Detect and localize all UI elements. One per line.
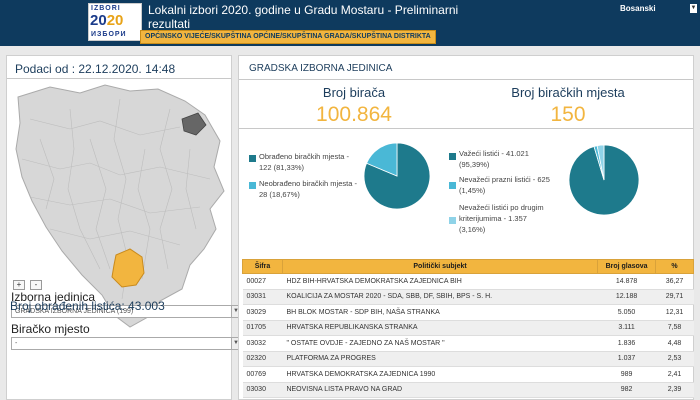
cell-party: HRVATSKA DEMOKRATSKA ZAJEDNICA 1990 (282, 366, 598, 383)
table-row[interactable]: 00769 HRVATSKA DEMOKRATSKA ZAJEDNICA 1990… (242, 366, 694, 383)
col-party[interactable]: Politički subjekt (281, 259, 599, 274)
logo-year: 2020 (90, 12, 124, 29)
col-votes[interactable]: Broj glasova (597, 259, 657, 274)
voters-label: Broj birača (322, 85, 386, 100)
cell-party: NEOVISNA LISTA PRAVO NA GRAD (282, 382, 598, 398)
col-percent[interactable]: % (655, 259, 694, 274)
table-row[interactable]: 01705 HRVATSKA REPUBLIKANSKA STRANKA 3.111… (242, 320, 694, 336)
chevron-down-icon[interactable]: ▼ (231, 306, 240, 317)
legend-invalid-other: Nevažeći listići po drugim kriterijumima … (459, 203, 544, 234)
electoral-unit-select[interactable]: GRADSKA IZBORNA JEDINICA (199) ▼ (11, 305, 241, 318)
electoral-unit-label: Izborna jedinica (11, 290, 96, 304)
pie-slice (366, 143, 398, 177)
legend-unprocessed: Neobrađeno biračkih mjesta -28 (18,67%) (259, 179, 357, 199)
table-row[interactable]: 03030 NEOVISNA LISTA PRAVO NA GRAD 982 2,39 (242, 382, 694, 398)
legend-swatch (449, 153, 456, 160)
nav-tab-municipal-council[interactable]: OPĆINSKO VIJEĆE/SKUPŠTINA OPĆINE/SKUPŠTI… (140, 30, 436, 44)
stations-label: Broj biračkih mjesta (511, 85, 625, 100)
chevron-down-icon[interactable]: ▼ (690, 4, 697, 13)
cell-code: 02320 (242, 351, 283, 367)
bih-map[interactable] (10, 79, 230, 331)
cell-party: BH BLOK MOSTAR - SDP BIH, NAŠA STRANKA (282, 304, 598, 321)
electoral-unit-value: GRADSKA IZBORNA JEDINICA (199) (15, 308, 134, 315)
table-row[interactable]: 03031 KOALICIJA ZA MOSTAR 2020 - SDA, SBB… (242, 289, 694, 305)
polling-station-label: Biračko mjesto (11, 322, 90, 336)
zoom-in-button[interactable]: + (13, 280, 25, 290)
page-title: Lokalni izbori 2020. godine u Gradu Most… (148, 3, 459, 31)
logo-text-bottom: ИЗБОРИ (91, 31, 127, 38)
cell-code: 03029 (242, 304, 283, 321)
polling-station-select[interactable]: - ▼ (11, 337, 241, 350)
divider (239, 79, 693, 80)
table-body: 00027 HDZ BIH-HRVATSKA DEMOKRATSKA ZAJEDN… (242, 273, 694, 398)
cell-code: 00769 (242, 366, 283, 383)
cell-percent: 7,58 (655, 320, 694, 336)
stations-value: 150 (550, 103, 586, 126)
unit-title: GRADSKA IZBORNA JEDINICA (249, 63, 393, 74)
cell-votes: 989 (597, 366, 656, 383)
cell-percent: 2,41 (655, 366, 694, 383)
map-region-dark (181, 112, 207, 136)
map-region-outline (15, 84, 225, 328)
divider (7, 78, 231, 79)
legend-swatch (449, 217, 456, 224)
cell-votes: 1.836 (597, 335, 656, 352)
cell-votes: 12.188 (597, 289, 656, 305)
cell-percent: 29,71 (655, 289, 694, 305)
legend-valid: Važeći listići - 41.021 (95,39%) (459, 149, 529, 169)
processed-ballots: Broj obrađenih listića: 43.003 (10, 299, 165, 313)
cell-percent: 12,31 (655, 304, 694, 321)
divider (239, 128, 693, 129)
map-boundaries (21, 98, 211, 300)
map-region-mostar (111, 248, 145, 288)
top-bar: IZBORI 2020 ИЗБОРИ Lokalni izbori 2020. … (0, 0, 700, 46)
results-table: Šifra Politički subjekt Broj glasova % 0… (242, 259, 694, 398)
legend-invalid-empty: Nevažeći prazni listići - 625 (1,45%) (459, 175, 550, 195)
legend-swatch (449, 182, 456, 189)
cell-party: " OSTATE OVDJE - ZAJEDNO ZA NAŠ MOSTAR " (282, 335, 598, 352)
voters-value: 100.864 (316, 103, 392, 126)
cell-votes: 3.111 (597, 320, 656, 336)
data-date: Podaci od : 22.12.2020. 14:48 (15, 62, 176, 76)
cell-code: 01705 (242, 320, 283, 336)
language-select[interactable]: Bosanski (620, 4, 656, 13)
col-code[interactable]: Šifra (242, 259, 283, 274)
cell-code: 03032 (242, 335, 283, 352)
legend-processed: Obrađeno biračkih mjesta -122 (81,33%) (259, 152, 350, 172)
cell-code: 00027 (242, 273, 283, 290)
polling-station-value: - (15, 340, 18, 347)
stations-pie-chart (364, 143, 430, 209)
cell-votes: 14.878 (597, 273, 656, 290)
cell-party: PLATFORMA ZA PROGRES (282, 351, 598, 367)
cell-code: 03030 (242, 382, 283, 398)
legend-swatch (249, 182, 256, 189)
legend-swatch (249, 155, 256, 162)
cell-code: 03031 (242, 289, 283, 305)
table-row[interactable]: 02320 PLATFORMA ZA PROGRES 1.037 2,53 (242, 351, 694, 367)
pie-slice (569, 145, 639, 215)
cell-votes: 1.037 (597, 351, 656, 367)
logo-text-top: IZBORI (91, 5, 121, 12)
cell-percent: 36,27 (655, 273, 694, 290)
pie-slice (596, 145, 605, 181)
cell-percent: 4,48 (655, 335, 694, 352)
cell-votes: 5.050 (597, 304, 656, 321)
zoom-out-button[interactable]: - (30, 280, 42, 290)
table-row[interactable]: 00027 HDZ BIH-HRVATSKA DEMOKRATSKA ZAJEDN… (242, 273, 694, 290)
cell-votes: 982 (597, 382, 656, 398)
table-row[interactable]: 03032 " OSTATE OVDJE - ZAJEDNO ZA NAŠ MOS… (242, 335, 694, 352)
cell-party: HDZ BIH-HRVATSKA DEMOKRATSKA ZAJEDNICA B… (282, 273, 598, 290)
table-row[interactable]: 03029 BH BLOK MOSTAR - SDP BIH, NAŠA STRA… (242, 304, 694, 321)
ballots-pie-chart (569, 145, 639, 215)
table-header-row: Šifra Politički subjekt Broj glasova % (242, 259, 694, 274)
cell-percent: 2,53 (655, 351, 694, 367)
left-panel: Podaci od : 22.12.2020. 14:48 + - Izborn… (6, 55, 241, 400)
cell-party: KOALICIJA ZA MOSTAR 2020 - SDA, SBB, DF,… (282, 289, 598, 305)
elections-logo[interactable]: IZBORI 2020 ИЗБОРИ (88, 3, 142, 41)
cell-percent: 2,39 (655, 382, 694, 398)
cell-party: HRVATSKA REPUBLIKANSKA STRANKA (282, 320, 598, 336)
chevron-down-icon[interactable]: ▼ (231, 338, 240, 349)
